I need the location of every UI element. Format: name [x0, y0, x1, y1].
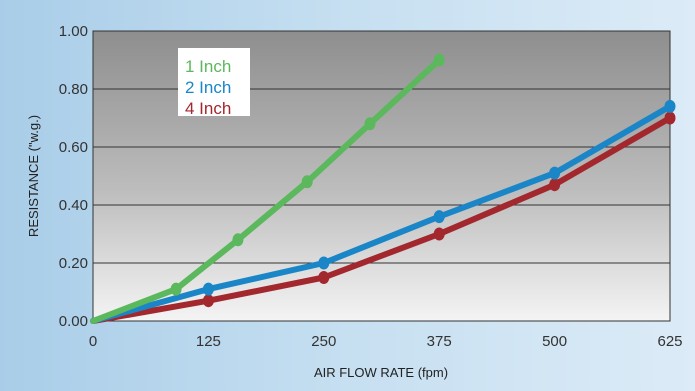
data-point-4-inch: [549, 178, 561, 192]
y-tick-label: 0.80: [59, 81, 88, 98]
data-point-4-inch: [433, 227, 445, 241]
x-tick-label: 125: [196, 333, 221, 350]
data-point-2-inch: [318, 256, 330, 270]
legend-box: [178, 48, 250, 116]
legend-label-4-inch: 4 Inch: [185, 99, 231, 118]
x-tick-label: 625: [657, 333, 682, 350]
data-point-1-inch: [433, 53, 445, 67]
data-point-2-inch: [202, 282, 214, 296]
x-axis-title: AIR FLOW RATE (fpm): [314, 365, 448, 380]
x-tick-label: 0: [89, 333, 97, 350]
data-point-2-inch: [433, 210, 445, 224]
x-axis-ticks: 0 125 250 375 500 625: [89, 333, 683, 350]
y-axis-title: RESISTANCE ("w.g.): [26, 115, 41, 237]
x-tick-label: 250: [311, 333, 336, 350]
y-tick-label: 0.40: [59, 197, 88, 214]
data-point-4-inch: [318, 271, 330, 284]
legend: 1 Inch 2 Inch 4 Inch: [185, 57, 231, 118]
data-point-2-inch: [664, 99, 676, 113]
x-tick-label: 500: [542, 333, 567, 350]
data-point-4-inch: [202, 294, 214, 308]
series-line-4-inch: [90, 115, 673, 324]
legend-label-2-inch: 2 Inch: [185, 78, 231, 97]
data-point-1-inch: [301, 175, 313, 189]
x-tick-label: 375: [427, 333, 452, 350]
data-point-1-inch: [170, 282, 182, 296]
series-line-1-inch: [90, 57, 443, 324]
data-point-1-inch: [364, 117, 376, 131]
data-point-2-inch: [549, 166, 561, 180]
y-tick-label: 0.00: [59, 313, 88, 330]
y-axis-ticks: 0.00 0.20 0.40 0.60 0.80 1.00: [59, 23, 88, 330]
grid-lines: [93, 88, 670, 264]
y-tick-label: 0.60: [59, 139, 88, 156]
y-tick-label: 1.00: [59, 23, 88, 40]
y-tick-label: 0.20: [59, 255, 88, 272]
series-line-2-inch: [90, 103, 673, 324]
legend-label-1-inch: 1 Inch: [185, 57, 231, 76]
data-point-4-inch: [664, 111, 676, 125]
series-lines: [90, 53, 676, 324]
data-point-1-inch: [232, 233, 244, 247]
